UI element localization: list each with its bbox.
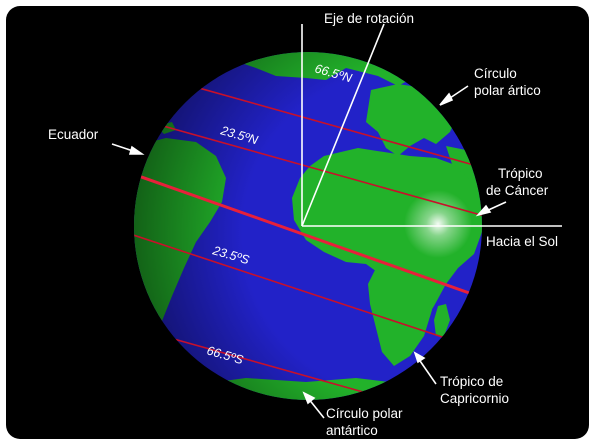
antarctic-circle-label-2: antártico: [326, 423, 378, 438]
arrow-tropic-capricorn: [413, 351, 437, 385]
globe: [134, 52, 482, 400]
tropic-of-cancer-line: [134, 109, 482, 223]
tropic-of-capricorn-line: [134, 225, 482, 359]
arctic-circle-label-2: polar ártico: [474, 83, 541, 98]
arctic-circle-label-1: Círculo: [474, 66, 517, 81]
equator-label: Ecuador: [48, 127, 99, 142]
tropic-capricorn-label-1: Trópico de: [440, 374, 503, 389]
to-sun-label: Hacia el Sol: [486, 234, 558, 249]
arrow-antarctic: [302, 391, 325, 419]
equator-line: [134, 166, 482, 308]
pointer-arrows: [111, 85, 507, 419]
tropic-cancer-label-1: Trópico: [498, 166, 543, 181]
earth-diagram: Eje de rotación Círculo polar ártico Ecu…: [48, 11, 562, 438]
tropic-cancer-label-2: de Cáncer: [486, 183, 549, 198]
arrow-arctic: [439, 85, 469, 106]
axis-label: Eje de rotación: [324, 11, 414, 26]
tropic-capricorn-label-2: Capricornio: [440, 391, 509, 406]
arrow-tropic-cancer: [475, 201, 507, 217]
rotation-axis-line: [301, 23, 385, 227]
antarctic-circle-label-1: Círculo polar: [326, 406, 403, 421]
sun-glare: [404, 190, 472, 258]
axes: [301, 23, 562, 227]
diagram-panel: Eje de rotación Círculo polar ártico Ecu…: [6, 6, 589, 439]
arrow-equator: [111, 143, 145, 155]
